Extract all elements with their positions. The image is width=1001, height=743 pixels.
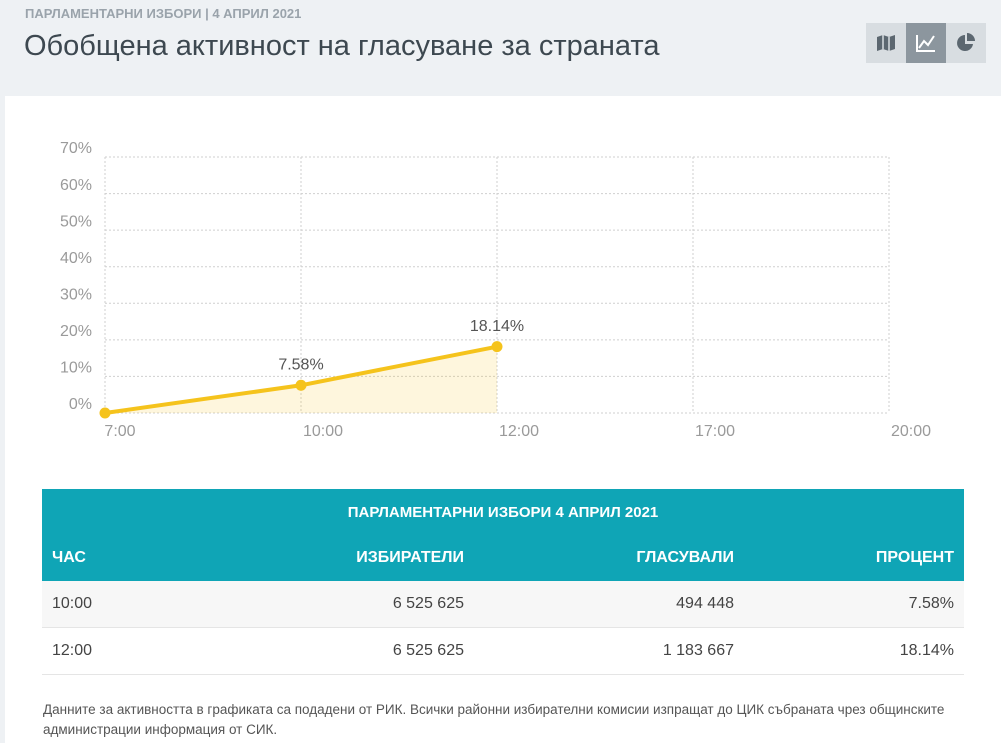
table: ПАРЛАМЕНТАРНИ ИЗБОРИ 4 АПРИЛ 2021 ЧАС ИЗ… bbox=[42, 489, 964, 675]
page-title: Обобщена активност на гласуване за стран… bbox=[24, 30, 660, 62]
y-tick-label: 60% bbox=[60, 177, 92, 194]
area bbox=[105, 346, 497, 413]
y-tick-label: 10% bbox=[60, 360, 92, 377]
pie-view-button[interactable] bbox=[946, 23, 986, 63]
data-label: 7.58% bbox=[278, 356, 323, 373]
y-tick-label: 50% bbox=[60, 213, 92, 230]
y-tick-label: 70% bbox=[60, 140, 92, 157]
point bbox=[99, 407, 111, 419]
column-header: ПРОЦЕНТ bbox=[744, 535, 964, 581]
chart: 0% 10% 20% 30% 40% 50% 60% 70% 7:00 10:00 12:00 17:… bbox=[60, 140, 931, 440]
y-tick-label: 0% bbox=[69, 396, 92, 413]
y-tick-label: 20% bbox=[60, 323, 92, 340]
cell: 6 525 625 bbox=[204, 581, 474, 628]
column-header: ИЗБИРАТЕЛИ bbox=[204, 535, 474, 581]
column-header: ЧАС bbox=[42, 535, 204, 581]
y-tick-label: 30% bbox=[60, 287, 92, 304]
cell: 494 448 bbox=[474, 581, 744, 628]
x-tick-label: 20:00 bbox=[891, 423, 931, 440]
cell: 7.58% bbox=[744, 581, 964, 628]
column-header: ГЛАСУВАЛИ bbox=[474, 535, 744, 581]
chart-view-button[interactable] bbox=[906, 23, 946, 63]
y-tick-label: 40% bbox=[60, 250, 92, 267]
view-switch bbox=[866, 23, 986, 63]
x-tick-label: 12:00 bbox=[499, 423, 539, 440]
overline: ПАРЛАМЕНТАРНИ ИЗБОРИ | 4 АПРИЛ 2021 bbox=[25, 6, 302, 21]
x-tick-label: 10:00 bbox=[303, 423, 343, 440]
table-title: ПАРЛАМЕНТАРНИ ИЗБОРИ 4 АПРИЛ 2021 bbox=[42, 489, 964, 535]
note: Данните за активността в графиката са по… bbox=[43, 702, 945, 737]
cell: 1 183 667 bbox=[474, 627, 744, 675]
x-tick-label: 17:00 bbox=[695, 423, 735, 440]
map-view-button[interactable] bbox=[866, 23, 906, 63]
point bbox=[491, 341, 503, 353]
data-label: 18.14% bbox=[470, 318, 524, 335]
cell: 10:00 bbox=[42, 581, 204, 628]
point bbox=[295, 379, 307, 391]
cell: 6 525 625 bbox=[204, 627, 474, 675]
cell: 18.14% bbox=[744, 627, 964, 675]
cell: 12:00 bbox=[42, 627, 204, 675]
x-tick-label: 7:00 bbox=[104, 423, 135, 440]
